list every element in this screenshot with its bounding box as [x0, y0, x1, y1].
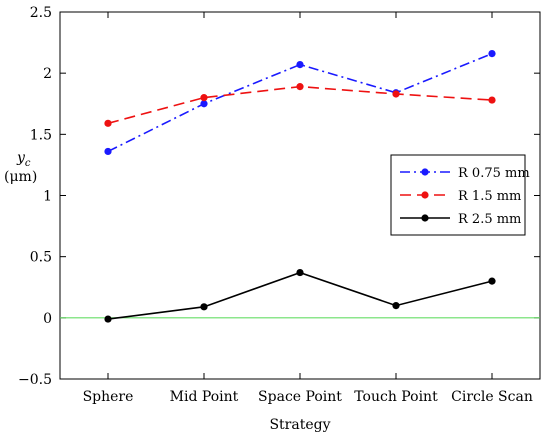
y-tick-label: 2 [43, 66, 52, 82]
series-1 [104, 49, 496, 156]
data-point [104, 315, 112, 323]
x-tick-label: Mid Point [170, 389, 239, 405]
y-tick-label: 1.5 [30, 127, 52, 143]
x-tick-label: Sphere [83, 389, 134, 405]
x-tick-label: Touch Point [354, 389, 438, 405]
y-tick-label: 1 [43, 189, 52, 205]
data-point [488, 49, 496, 58]
y-axis-symbol: yc [16, 150, 31, 169]
legend-label: R 1.5 mm [458, 189, 521, 204]
y-axis-unit: (μm) [4, 169, 37, 185]
data-point [200, 100, 208, 108]
legend-item: R 0.75 mm [400, 166, 530, 181]
data-point [488, 96, 496, 104]
y-tick-label: 2.5 [30, 5, 52, 21]
legend-items: R 0.75 mm R 1.5 mm R 2.5 mm [400, 166, 530, 227]
y-axis-symbol-main: y [16, 150, 26, 166]
data-point [296, 83, 304, 91]
x-axis-label: Strategy [269, 417, 330, 433]
y-tick-label: 0.5 [30, 250, 52, 266]
legend-item: R 1.5 mm [400, 189, 521, 204]
data-point [392, 302, 400, 310]
legend-label: R 0.75 mm [458, 166, 530, 181]
x-tick-label: Space Point [258, 389, 342, 405]
series-line [107, 52, 493, 153]
y-axis-label: yc (μm) [4, 150, 37, 185]
legend-marker [421, 168, 429, 176]
y-tick-label: −0.5 [18, 372, 52, 388]
data-point [200, 303, 208, 311]
legend-marker [421, 214, 429, 222]
tick-label-layer: −0.5 0 0.5 1 1.5 2 2.5 Sphere Mid Point Space Poi… [18, 5, 533, 405]
data-point [296, 61, 304, 69]
x-tick-label: Circle Scan [451, 389, 533, 405]
series-line [107, 271, 493, 320]
legend-box [390, 154, 526, 236]
legend-marker [421, 191, 429, 199]
series-2 [104, 83, 496, 127]
legend-item: R 2.5 mm [400, 212, 521, 227]
data-point [296, 268, 304, 277]
series-3 [104, 268, 496, 323]
series-layer [104, 49, 496, 323]
data-point [200, 94, 208, 102]
data-point [392, 90, 400, 98]
data-point [104, 119, 112, 127]
data-point [104, 147, 112, 156]
y-axis-symbol-subscript: c [25, 158, 31, 169]
legend-label: R 2.5 mm [458, 212, 521, 227]
legend: R 0.75 mm R 1.5 mm R 2.5 mm [390, 154, 530, 236]
series-line [107, 85, 493, 125]
data-point [488, 277, 496, 285]
y-tick-label: 0 [43, 311, 52, 327]
